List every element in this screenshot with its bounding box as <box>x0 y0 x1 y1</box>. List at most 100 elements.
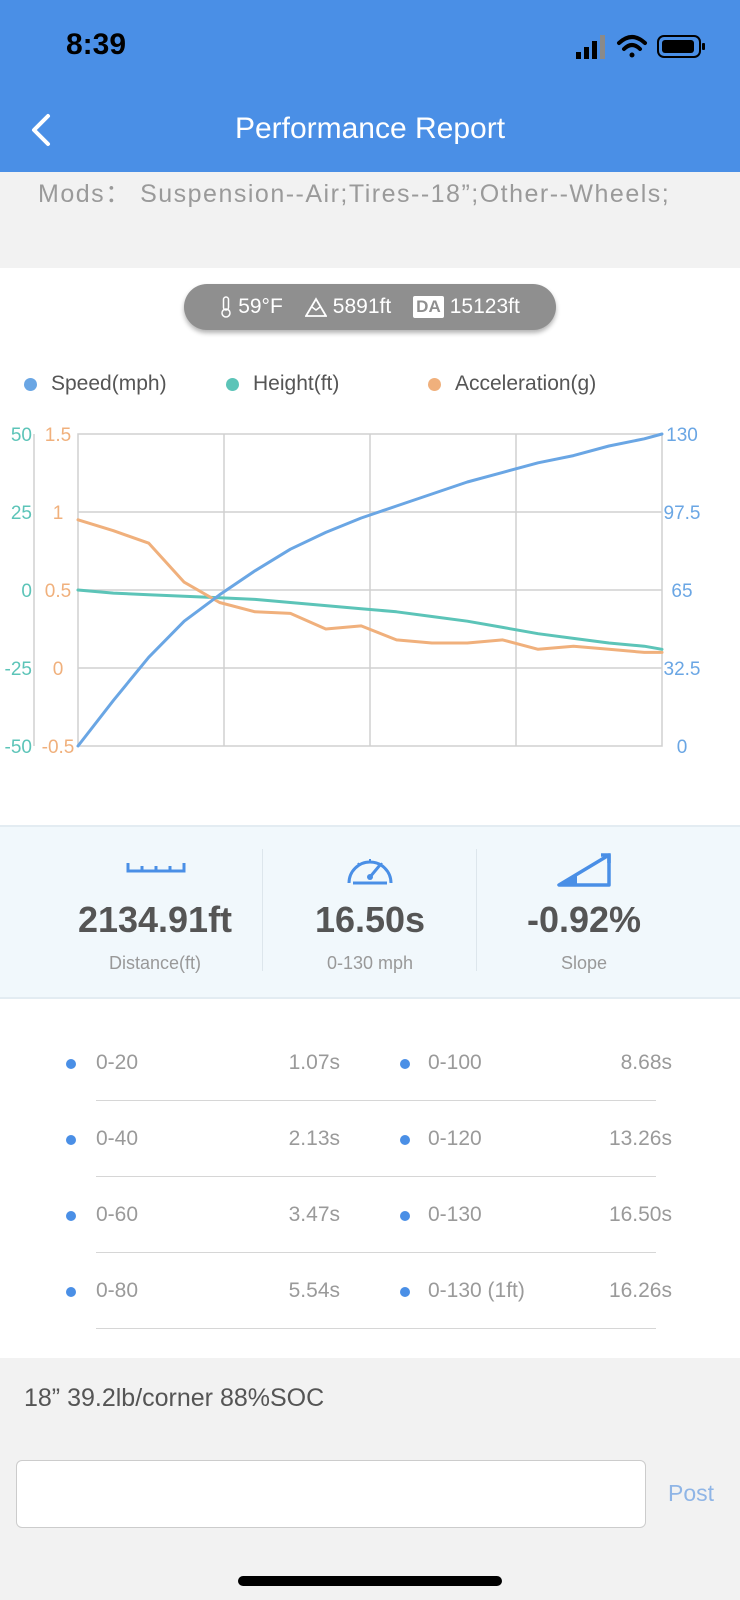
legend-speed-label: Speed(mph) <box>51 372 167 395</box>
split-label: 0-40 <box>96 1127 139 1150</box>
accel-tick-label: 1 <box>53 503 64 524</box>
row-divider <box>96 1252 656 1253</box>
home-indicator <box>238 1576 502 1586</box>
split-value: 16.50s <box>608 1203 672 1226</box>
bullet-icon <box>400 1059 410 1069</box>
thermometer-icon <box>221 296 231 318</box>
split-value: 5.54s <box>288 1279 340 1302</box>
density-altitude-item: DA 15123ft <box>413 295 520 319</box>
altitude-value: 5891ft <box>332 295 392 318</box>
chart-tick-labels: 50 25 0 -25 -50 1.5 1 0.5 0 -0.5 130 97.5 65 32.5 0 <box>5 425 701 758</box>
time-label: 0-130 mph <box>326 953 414 973</box>
slope-icon <box>557 853 611 887</box>
distance-value: 2134.91ft <box>77 899 233 940</box>
times-row: 0-20 1.07s 0-100 8.68s <box>0 1025 740 1101</box>
battery-icon <box>657 35 705 58</box>
note-section: 18” 39.2lb/corner 88%SOC Post <box>0 1358 740 1600</box>
accel-tick-label: 1.5 <box>45 425 71 446</box>
split-label: 0-20 <box>96 1051 139 1074</box>
split-label: 0-80 <box>96 1279 139 1302</box>
height-tick-label: 0 <box>21 581 32 602</box>
times-row: 0-80 5.54s 0-130 (1ft) 16.26s <box>0 1253 740 1329</box>
bullet-icon <box>66 1059 76 1069</box>
density-altitude-value: 15123ft <box>449 295 520 318</box>
summary-stats: 2134.91ft Distance(ft) 16.50s 0-130 mph … <box>0 825 740 999</box>
acceleration-line <box>76 518 664 654</box>
split-value: 3.47s <box>288 1203 340 1226</box>
accel-tick-label: 0.5 <box>45 581 71 602</box>
mods-text: Mods： Suspension--Air;Tires--18”;Other--… <box>38 180 671 208</box>
legend-acceleration[interactable]: Acceleration(g) <box>428 372 596 396</box>
bullet-icon <box>66 1211 76 1221</box>
height-tick-label: 25 <box>11 503 32 524</box>
slope-label: Slope <box>560 953 608 973</box>
time-value: 16.50s <box>314 899 426 940</box>
bullet-icon <box>400 1287 410 1297</box>
conditions-pill: 59°F 5891ft DA 15123ft <box>184 284 556 330</box>
performance-chart: 50 25 0 -25 -50 1.5 1 0.5 0 -0.5 130 97.5 65 32.5 0 <box>5 425 701 758</box>
split-label: 0-120 <box>428 1127 482 1150</box>
app-header: 8:39 Performance Report <box>0 0 740 172</box>
chart-series <box>76 432 664 748</box>
speedometer-icon <box>347 859 393 885</box>
times-row: 0-40 2.13s 0-120 13.26s <box>0 1101 740 1177</box>
bullet-icon <box>400 1211 410 1221</box>
temperature-item: 59°F <box>220 295 283 319</box>
note-text: 18” 39.2lb/corner 88%SOC <box>24 1384 325 1412</box>
chart-grid <box>33 433 663 747</box>
altitude-item: 5891ft <box>304 295 392 319</box>
back-icon[interactable] <box>26 110 56 150</box>
height-line <box>76 588 664 651</box>
legend-height[interactable]: Height(ft) <box>226 372 339 396</box>
signal-icon <box>576 35 605 59</box>
speed-tick-label: 65 <box>671 581 692 602</box>
split-label: 0-130 <box>428 1203 482 1226</box>
bullet-icon <box>66 1287 76 1297</box>
stat-divider <box>476 849 477 971</box>
legend-height-dot <box>226 377 239 391</box>
speed-tick-label: 0 <box>677 737 688 758</box>
legend-speed-dot <box>24 377 37 391</box>
split-label: 0-60 <box>96 1203 139 1226</box>
page-title: Performance Report <box>234 112 506 145</box>
accel-tick-label: 0 <box>53 659 64 680</box>
split-value: 1.07s <box>288 1051 340 1074</box>
bullet-icon <box>66 1135 76 1145</box>
speed-tick-label: 97.5 <box>664 503 701 524</box>
stat-distance: 2134.91ft Distance(ft) <box>48 827 262 997</box>
legend-speed[interactable]: Speed(mph) <box>24 372 167 396</box>
wifi-icon <box>617 35 647 58</box>
speed-line <box>76 432 664 748</box>
row-divider <box>96 1100 656 1101</box>
mountain-icon <box>304 297 327 317</box>
status-icons <box>576 35 705 59</box>
stat-time: 16.50s 0-130 mph <box>263 827 477 997</box>
split-value: 2.13s <box>288 1127 340 1150</box>
temperature-value: 59°F <box>238 295 283 318</box>
speed-tick-label: 130 <box>666 425 698 446</box>
row-divider <box>96 1176 656 1177</box>
bullet-icon <box>400 1135 410 1145</box>
ruler-icon <box>126 863 186 873</box>
split-value: 8.68s <box>620 1051 672 1074</box>
split-value: 16.26s <box>608 1279 672 1302</box>
height-tick-label: -25 <box>5 659 32 680</box>
da-badge: DA <box>413 296 444 318</box>
split-label: 0-100 <box>428 1051 482 1074</box>
accel-tick-label: -0.5 <box>42 737 75 758</box>
comment-input[interactable] <box>16 1460 646 1528</box>
height-tick-label: 50 <box>11 425 32 446</box>
chart-legend: Speed(mph) Height(ft) Acceleration(g) <box>0 372 740 402</box>
height-tick-label: -50 <box>5 737 32 758</box>
times-row: 0-60 3.47s 0-130 16.50s <box>0 1177 740 1253</box>
legend-acceleration-dot <box>428 377 441 391</box>
legend-height-label: Height(ft) <box>253 372 340 395</box>
split-label: 0-130 (1ft) <box>428 1279 525 1302</box>
status-time: 8:39 <box>66 28 127 61</box>
row-divider <box>96 1328 656 1329</box>
distance-label: Distance(ft) <box>108 953 202 973</box>
legend-acceleration-label: Acceleration(g) <box>455 372 597 395</box>
mods-section: Mods： Suspension--Air;Tires--18”;Other--… <box>0 172 740 268</box>
post-button[interactable]: Post <box>668 1480 715 1506</box>
stat-slope: -0.92% Slope <box>477 827 691 997</box>
